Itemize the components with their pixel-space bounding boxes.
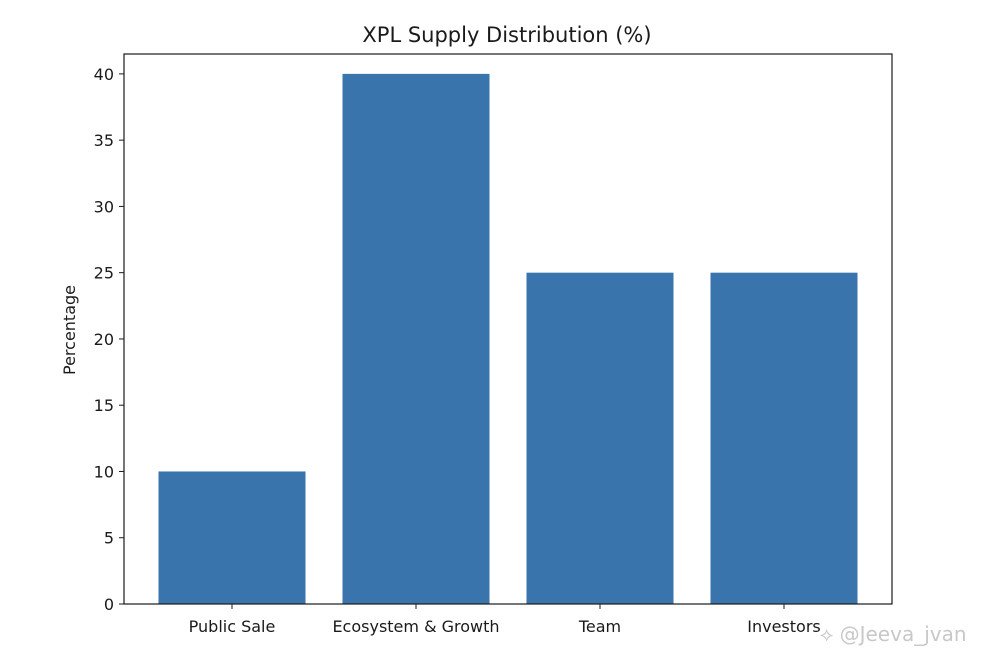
bar-investors (710, 272, 858, 604)
y-tick-label: 10 (94, 462, 114, 481)
chart-title: XPL Supply Distribution (%) (362, 23, 651, 47)
y-tick-label: 25 (94, 264, 114, 283)
bar-public-sale (158, 471, 306, 604)
axes-frame (123, 53, 893, 605)
weibo-diamond-icon: ⟡ (820, 622, 834, 646)
y-tick-label: 30 (94, 197, 114, 216)
plot-area: Public Sale Ecosystem & Growth Team Investo… (94, 53, 893, 636)
watermark: ⟡ @Jeeva_jvan (820, 622, 967, 646)
x-tick-label: Investors (747, 617, 820, 636)
y-tick-label: 0 (104, 595, 114, 614)
y-axis-label: Percentage (60, 285, 79, 375)
y-tick-label: 20 (94, 330, 114, 349)
y-tick-label: 35 (94, 131, 114, 150)
x-tick-label: Team (578, 617, 621, 636)
y-tick-label: 40 (94, 65, 114, 84)
bar-ecosystem-growth (342, 73, 490, 604)
y-tick-label: 5 (104, 529, 114, 548)
y-tick-label: 15 (94, 396, 114, 415)
x-tick-label: Ecosystem & Growth (332, 617, 499, 636)
watermark-text: @Jeeva_jvan (839, 622, 967, 646)
bar-team (526, 272, 674, 604)
x-tick-label: Public Sale (189, 617, 276, 636)
